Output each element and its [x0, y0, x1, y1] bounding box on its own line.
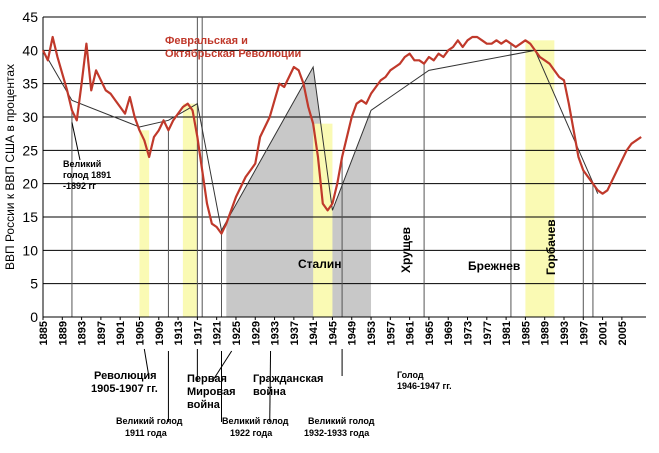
- annotation-famine-1946: Голод: [397, 370, 424, 380]
- x-tick-label: 1917: [192, 321, 204, 345]
- x-tick-label: 1949: [347, 321, 359, 345]
- x-tick-label: 1985: [520, 321, 532, 345]
- event-vlines: [71, 17, 594, 317]
- trend-line: [42, 49, 599, 232]
- annotation-famine-1891: голод 1891: [63, 170, 111, 180]
- x-tick-label: 1885: [38, 321, 50, 345]
- x-tick-label: 1961: [405, 321, 417, 345]
- annotation-famine-1911: 1911 года: [125, 428, 168, 438]
- annotation-pointer: [269, 350, 272, 423]
- annotation-revolution-1905: 1905-1907 гг.: [91, 383, 158, 395]
- x-tick-labels: 1885 1889 1893 1897 1901 1905 1909 1913 1917 1921…: [38, 317, 629, 345]
- x-tick-label: 1953: [366, 321, 378, 345]
- x-tick-label: 1893: [77, 321, 89, 345]
- shaded-region-gorbachev: [525, 40, 555, 317]
- annotation-gorbachev: Горбачев: [544, 219, 558, 275]
- x-tick-label: 1897: [96, 321, 108, 345]
- x-tick-label: 1913: [173, 321, 185, 345]
- x-tick-label: 1977: [482, 321, 494, 345]
- y-tick-label: 20: [22, 176, 38, 192]
- annotation-famine-1946: 1946-1947 гг.: [397, 381, 452, 391]
- shaded-region-stalin: [221, 67, 372, 317]
- y-tick-labels: 0 5 10 15 20 25 30 35 40 45: [22, 9, 38, 325]
- x-tick-label: 1905: [134, 321, 146, 345]
- y-tick-label: 5: [30, 276, 38, 292]
- x-tick-label: 1941: [308, 321, 320, 345]
- x-tick-label: 1989: [540, 321, 552, 345]
- axes: [42, 17, 646, 318]
- annotation-famine-1922: 1922 года: [230, 428, 273, 438]
- x-tick-label: 1969: [443, 321, 455, 345]
- series-group: [42, 35, 642, 235]
- y-tick-label: 35: [22, 76, 38, 92]
- y-axis-label: ВВП России к ВВП США в процентах: [3, 64, 17, 270]
- annotation-revolutions: Октябрьская Революции: [165, 48, 301, 60]
- x-tick-label: 1965: [424, 321, 436, 345]
- annotation-famine-1922: Великий голод: [222, 416, 289, 426]
- x-tick-label: 1957: [385, 321, 397, 345]
- x-tick-label: 1937: [289, 321, 301, 345]
- y-tick-label: 30: [22, 109, 38, 125]
- shaded-region-ww1: [182, 103, 198, 318]
- annotation-famine-1891: Великий: [63, 159, 101, 169]
- x-tick-label: 1973: [463, 321, 475, 345]
- x-tick-label: 1945: [327, 321, 339, 345]
- annotation-famine-1932: Великий голод: [308, 416, 375, 426]
- y-tick-label: 10: [22, 242, 38, 258]
- x-tick-label: 2001: [598, 321, 610, 345]
- y-tick-label: 15: [22, 209, 38, 225]
- x-tick-label: 1889: [57, 321, 69, 345]
- annotation-stalin: Сталин: [298, 257, 341, 271]
- annotation-revolutions: Февральская и: [165, 35, 248, 47]
- x-tick-label: 2005: [617, 321, 629, 345]
- x-tick-label: 1929: [250, 321, 262, 345]
- annotation-ww1: Первая: [187, 373, 227, 385]
- y-tick-label: 45: [22, 9, 38, 25]
- y-tick-label: 25: [22, 142, 38, 158]
- y-tick-label: 40: [22, 42, 38, 58]
- x-tick-label: 1925: [231, 321, 243, 345]
- annotation-revolution-1905: Революция: [94, 370, 157, 382]
- annotation-pointer: [143, 348, 150, 379]
- shaded-region-ww2: [313, 123, 333, 318]
- x-tick-label: 1921: [212, 321, 224, 345]
- shaded-regions: [139, 40, 555, 318]
- annotation-famine-1891: -1892 гг: [63, 181, 96, 191]
- annotation-khrushchev: Хрущев: [399, 227, 413, 273]
- annotation-pointer: [71, 122, 81, 161]
- x-tick-label: 1909: [154, 321, 166, 345]
- annotation-brezhnev: Брежнев: [468, 259, 520, 273]
- series-line-0: [42, 35, 642, 235]
- annotation-famine-1911: Великий голод: [116, 416, 183, 426]
- x-tick-label: 1993: [559, 321, 571, 345]
- annotation-ww1: война: [187, 399, 221, 411]
- annotation-civil-war: Гражданская: [253, 373, 323, 385]
- annotation-ww1: Мировая: [187, 386, 236, 398]
- gridlines: [43, 16, 646, 318]
- y-tick-label: 0: [30, 309, 38, 325]
- shaded-region-revolution-1905: [139, 130, 150, 317]
- x-tick-label: 1997: [578, 321, 590, 345]
- x-tick-label: 1933: [270, 321, 282, 345]
- annotation-famine-1932: 1932-1933 года: [304, 428, 370, 438]
- x-tick-label: 1981: [501, 321, 513, 345]
- trend-line-group: [42, 49, 599, 232]
- x-tick-label: 1901: [115, 321, 127, 345]
